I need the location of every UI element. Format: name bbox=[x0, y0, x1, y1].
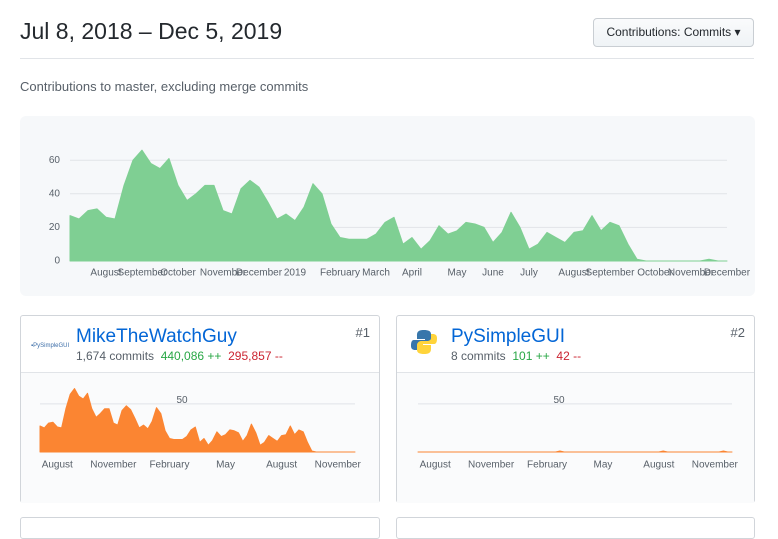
subtitle: Contributions to master, excluding merge… bbox=[20, 79, 309, 94]
page: Jul 8, 2018 – Dec 5, 2019 Contributions:… bbox=[20, 18, 755, 539]
card-chart-bg bbox=[397, 372, 754, 503]
commits[interactable]: 8 commits bbox=[451, 349, 506, 363]
stats: 8 commits 101 ++ 42 -- bbox=[451, 349, 581, 363]
divider bbox=[20, 58, 754, 59]
contributor-card: PySimpleGUI 8 commits 101 ++ 42 -- #2 bbox=[396, 315, 755, 503]
main-chart-bg bbox=[20, 116, 755, 296]
contributions-menu[interactable]: Contributions: Commits ▾ bbox=[593, 18, 754, 47]
date-range: Jul 8, 2018 – Dec 5, 2019 bbox=[20, 18, 283, 44]
menu-label: Contributions: bbox=[606, 25, 681, 39]
stats: 1,674 commits 440,086 ++ 295,857 -- bbox=[76, 349, 283, 363]
contributor-name[interactable]: MikeTheWatchGuy bbox=[76, 326, 237, 347]
contributor-card bbox=[396, 517, 755, 539]
deletions: 42 -- bbox=[556, 349, 582, 363]
deletions: 295,857 -- bbox=[228, 349, 283, 363]
additions: 440,086 ++ bbox=[160, 349, 222, 363]
rank: #2 bbox=[730, 325, 745, 340]
card-chart-bg bbox=[21, 372, 379, 503]
avatar bbox=[411, 330, 437, 354]
contributor-card: ▪PySimpleGUI MikeTheWatchGuy 1,674 commi… bbox=[20, 315, 380, 503]
contributor-name[interactable]: PySimpleGUI bbox=[451, 326, 566, 347]
additions: 101 ++ bbox=[512, 349, 550, 363]
contributor-card bbox=[20, 517, 380, 539]
commits[interactable]: 1,674 commits bbox=[76, 349, 155, 363]
avatar: ▪PySimpleGUI bbox=[31, 343, 70, 349]
rank: #1 bbox=[355, 325, 370, 340]
menu-value: Commits bbox=[683, 25, 732, 39]
